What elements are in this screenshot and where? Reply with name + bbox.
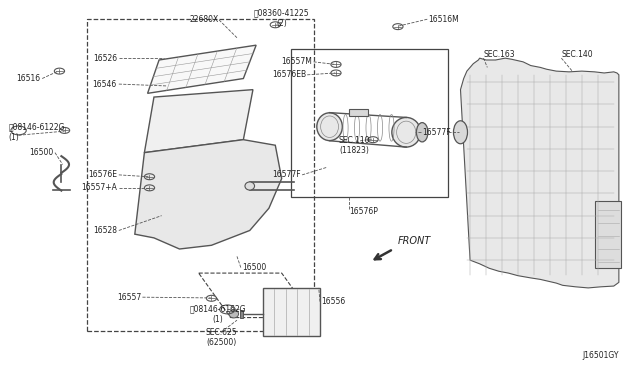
Bar bbox=[349, 109, 368, 116]
Text: 16576EB: 16576EB bbox=[272, 70, 306, 79]
Polygon shape bbox=[148, 45, 256, 93]
Ellipse shape bbox=[392, 118, 420, 147]
Text: 16557+A: 16557+A bbox=[81, 183, 117, 192]
Text: 16557: 16557 bbox=[117, 293, 141, 302]
Text: 16557M: 16557M bbox=[282, 57, 312, 66]
Ellipse shape bbox=[245, 182, 255, 190]
Text: SEC.625
(62500): SEC.625 (62500) bbox=[205, 327, 237, 347]
Text: 22680X: 22680X bbox=[190, 15, 219, 24]
Text: 16577F: 16577F bbox=[422, 128, 451, 137]
Text: 16577F: 16577F bbox=[272, 170, 301, 179]
Polygon shape bbox=[239, 310, 243, 318]
Ellipse shape bbox=[417, 123, 428, 142]
Bar bbox=[87, 19, 314, 331]
Bar bbox=[262, 288, 320, 336]
Text: ゃ08360-41225
(2): ゃ08360-41225 (2) bbox=[254, 9, 310, 28]
Ellipse shape bbox=[317, 113, 342, 141]
Bar bbox=[595, 201, 621, 267]
Text: SEC.140: SEC.140 bbox=[561, 50, 593, 59]
Text: 16576P: 16576P bbox=[349, 208, 378, 217]
Text: 16516: 16516 bbox=[16, 74, 40, 83]
Polygon shape bbox=[145, 90, 253, 153]
Text: J16501GY: J16501GY bbox=[582, 351, 619, 360]
Polygon shape bbox=[461, 58, 619, 288]
Text: SEC.163: SEC.163 bbox=[483, 50, 515, 59]
Bar bbox=[291, 49, 448, 197]
Text: 16500: 16500 bbox=[242, 263, 266, 272]
Text: 16528: 16528 bbox=[93, 226, 117, 235]
Text: 16516M: 16516M bbox=[429, 15, 460, 24]
Ellipse shape bbox=[229, 310, 239, 318]
Text: 16546: 16546 bbox=[93, 80, 117, 89]
Text: め08146-6162G
(1): め08146-6162G (1) bbox=[189, 304, 246, 324]
Text: ゃ08146-6122G
(1): ゃ08146-6122G (1) bbox=[8, 122, 65, 142]
Text: 16500: 16500 bbox=[29, 148, 53, 157]
Ellipse shape bbox=[454, 121, 467, 144]
Text: 16556: 16556 bbox=[321, 297, 346, 306]
Polygon shape bbox=[135, 140, 282, 249]
Text: SEC.110
(11823): SEC.110 (11823) bbox=[339, 135, 370, 155]
Text: FRONT: FRONT bbox=[398, 236, 431, 246]
Text: 16576E: 16576E bbox=[88, 170, 117, 179]
Text: 16526: 16526 bbox=[93, 54, 117, 62]
